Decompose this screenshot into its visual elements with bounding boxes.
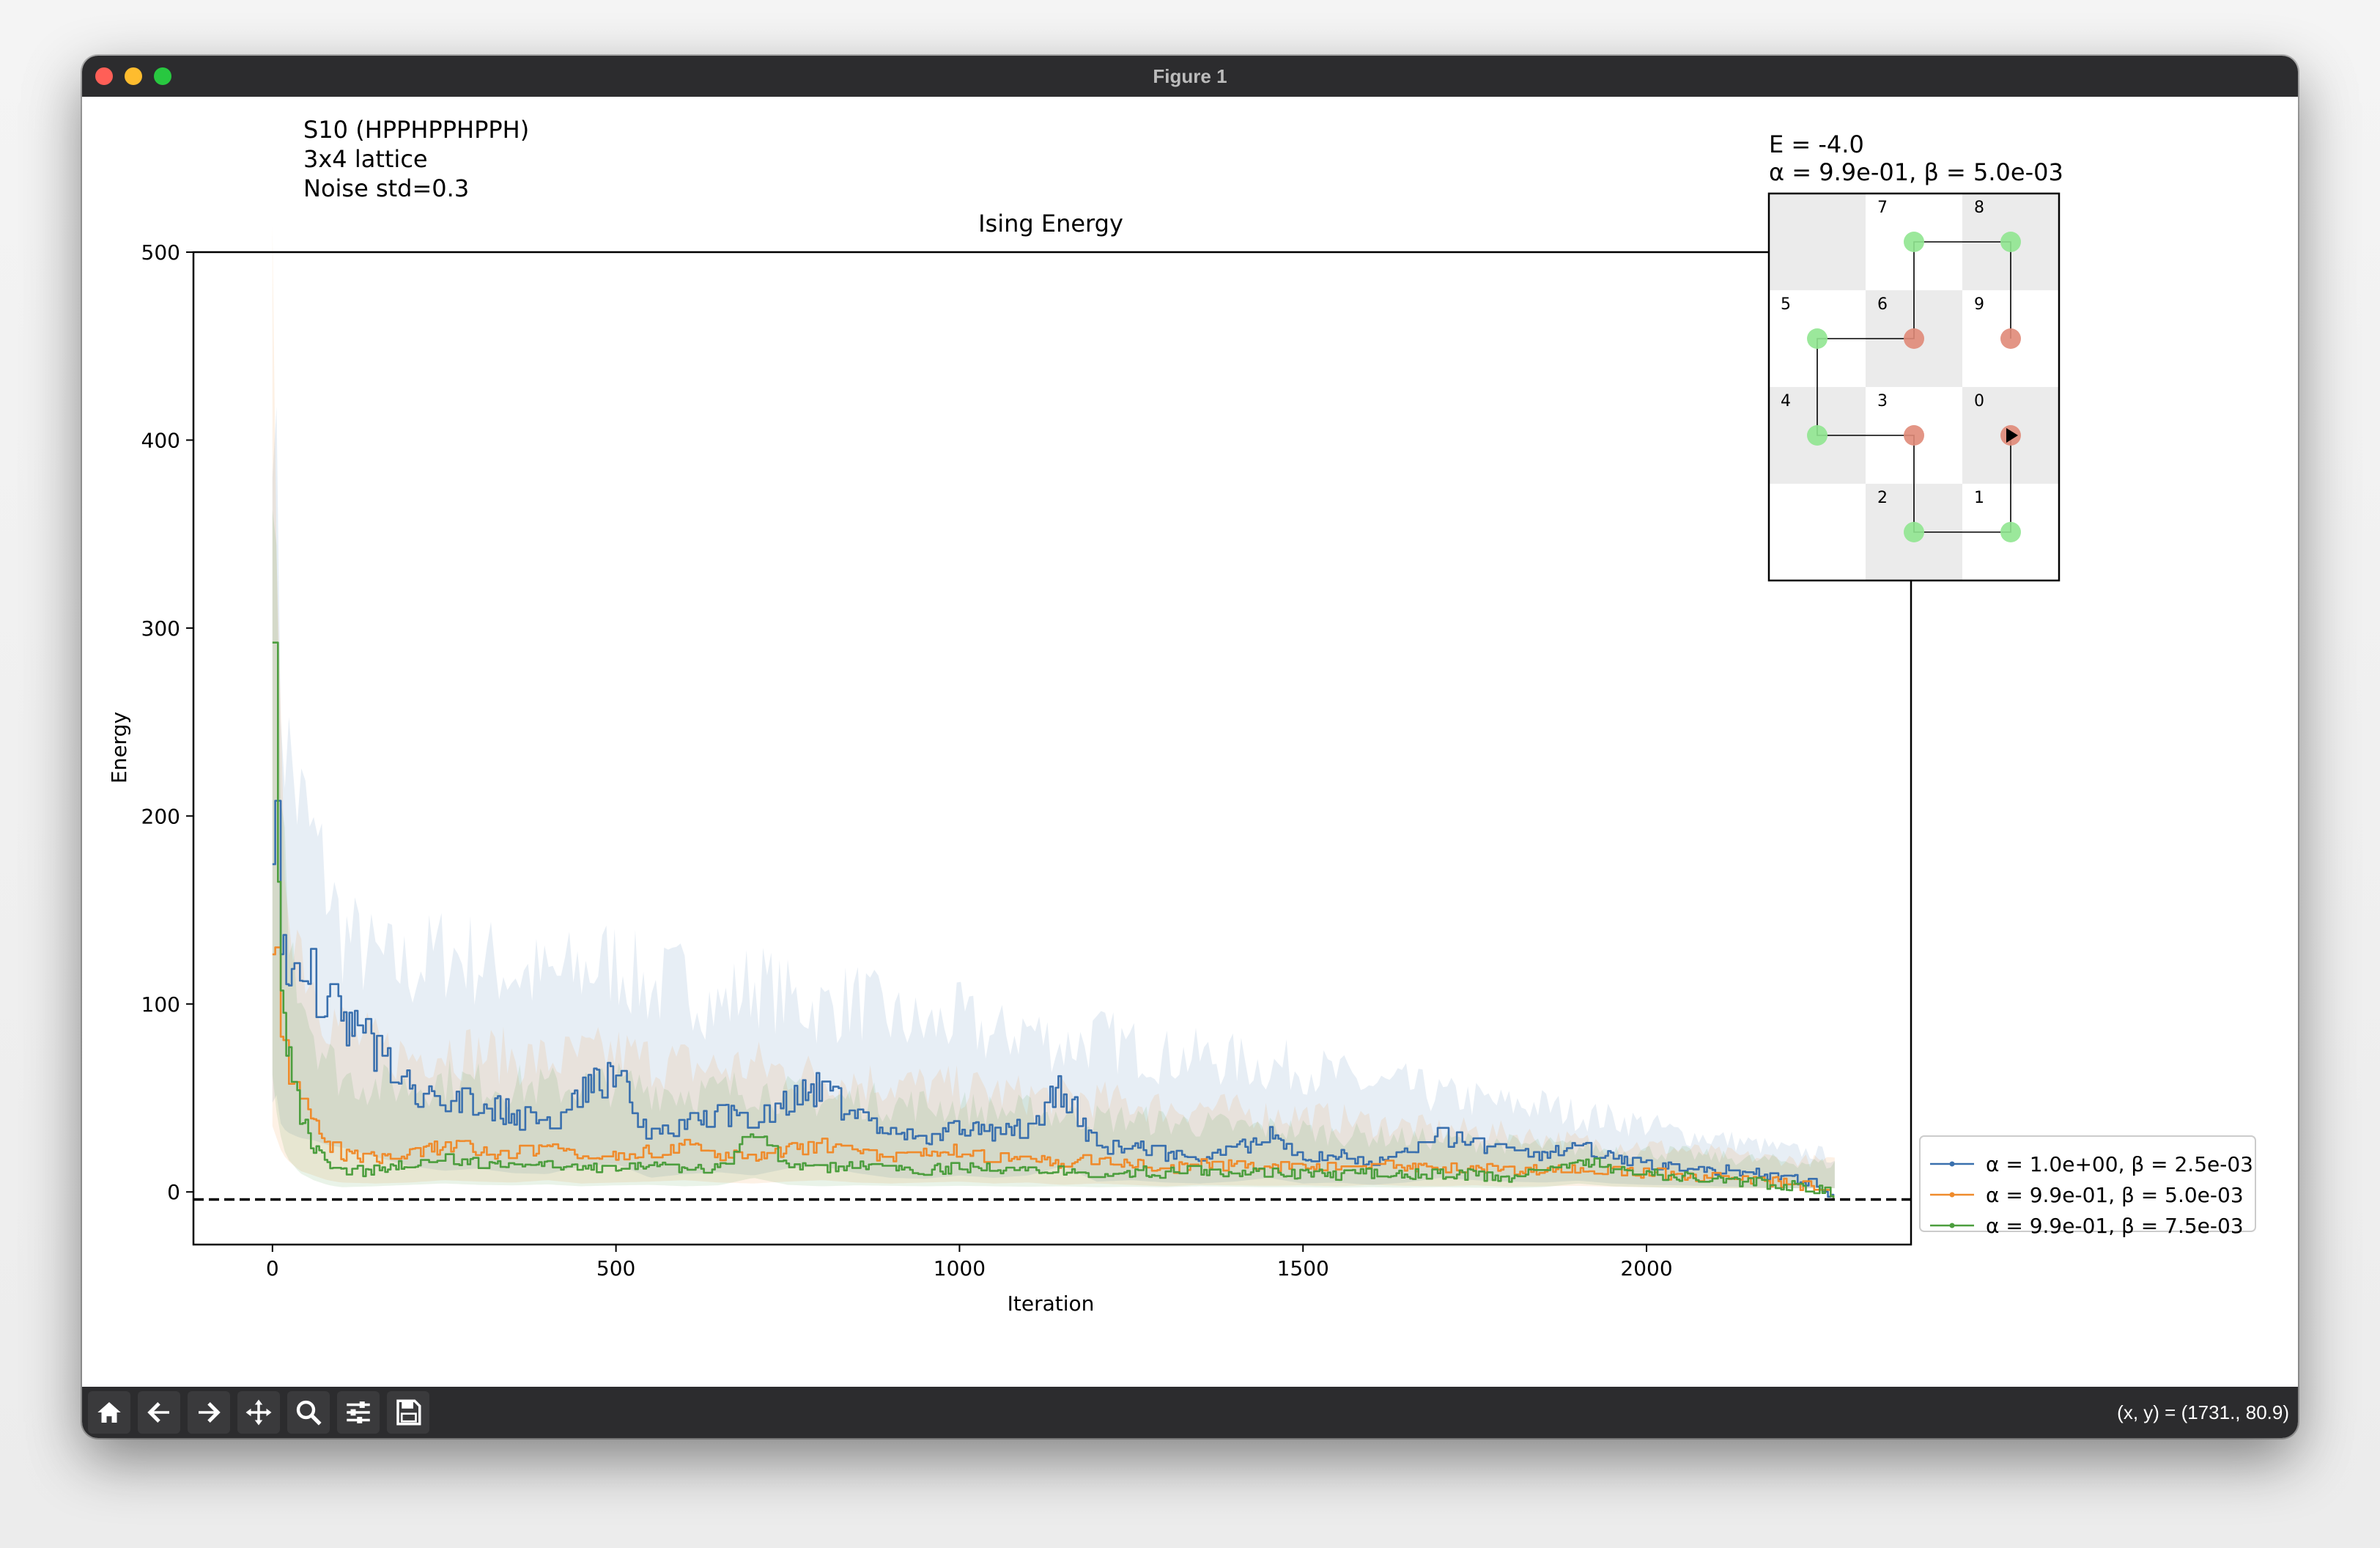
chain-path (1817, 241, 2011, 533)
y-axis-ticks: 0 100 200 300 400 500 (141, 240, 193, 1204)
x-axis-ticks: 0 500 1000 1500 2000 (266, 1245, 1673, 1280)
inset-title-params: α = 9.9e-01, β = 5.0e-03 (1769, 158, 2063, 186)
lattice-cell (1769, 194, 1866, 290)
bead-7 (1904, 232, 1924, 252)
pan-button[interactable] (237, 1391, 280, 1434)
zoom-icon (296, 1400, 322, 1426)
legend-box (1919, 1135, 2256, 1232)
window-title: Figure 1 (1153, 65, 1227, 87)
back-icon (147, 1402, 169, 1423)
y-tick-label: 100 (141, 992, 180, 1017)
series-band-3 (272, 509, 1835, 1189)
bead-4 (1807, 425, 1828, 446)
legend-label: α = 9.9e-01, β = 5.0e-03 (1986, 1183, 2244, 1207)
legend-marker (1949, 1192, 1955, 1198)
lattice-frame (1767, 192, 2061, 582)
lattice-inset: 0 1 2 3 4 5 6 7 8 9 (1767, 192, 2061, 582)
save-button[interactable] (387, 1391, 429, 1434)
site-label: 5 (1781, 295, 1791, 314)
back-button[interactable] (138, 1391, 180, 1434)
site-label: 9 (1974, 295, 1984, 314)
y-axis-label: Energy (107, 712, 131, 784)
legend: α = 1.0e+00, β = 2.5e-03 α = 9.9e-01, β =… (1919, 1135, 2256, 1238)
site-label: 4 (1781, 392, 1791, 410)
site-label: 6 (1877, 295, 1888, 314)
bead-9 (2000, 328, 2021, 349)
x-tick-label: 500 (596, 1256, 635, 1280)
save-icon (396, 1399, 421, 1426)
site-label: 1 (1974, 489, 1984, 507)
series-band-1 (272, 407, 1835, 1189)
home-button[interactable] (88, 1391, 130, 1434)
x-tick-label: 1500 (1277, 1256, 1329, 1280)
y-tick-label: 300 (141, 616, 180, 641)
minimize-button[interactable] (125, 67, 142, 85)
chain-start-marker (2006, 428, 2018, 443)
site-label: 7 (1877, 199, 1888, 217)
close-button[interactable] (95, 67, 113, 85)
series-line-3 (272, 641, 1835, 1198)
legend-label: α = 1.0e+00, β = 2.5e-03 (1986, 1152, 2253, 1176)
cursor-coordinates: (x, y) = (1731., 80.9) (2117, 1401, 2289, 1423)
bead-6 (1904, 328, 1924, 349)
plot-frame (192, 251, 1912, 1246)
home-icon (97, 1402, 121, 1423)
x-tick-label: 0 (266, 1256, 279, 1280)
y-tick-label: 0 (167, 1180, 180, 1204)
figure-canvas: S10 (HPPHPPHPPH) 3x4 lattice Noise std=0… (82, 97, 2298, 1387)
legend-marker (1949, 1223, 1955, 1228)
title-bar: Figure 1 (82, 56, 2298, 98)
configure-subplots-button[interactable] (337, 1391, 380, 1434)
legend-label: α = 9.9e-01, β = 7.5e-03 (1986, 1214, 2244, 1238)
figure-window: Figure 1 S10 (HPPHPPHPPH) 3x4 lattice No… (82, 56, 2298, 1438)
configure-icon (347, 1401, 370, 1423)
bead-5 (1807, 328, 1828, 349)
y-tick-label: 500 (141, 240, 180, 265)
bead-8 (2000, 232, 2021, 252)
series-lines (272, 641, 1835, 1198)
zoom-window-button[interactable] (154, 67, 171, 85)
site-label: 3 (1877, 392, 1888, 410)
info-line-1: S10 (HPPHPPHPPH) (303, 116, 529, 144)
x-tick-label: 1000 (934, 1256, 986, 1280)
series-line-2 (272, 946, 1835, 1198)
pan-icon (245, 1399, 272, 1426)
y-tick-label: 400 (141, 428, 180, 452)
site-label: 8 (1974, 199, 1984, 217)
bead-3 (1904, 425, 1924, 446)
series-line-1 (272, 800, 1835, 1198)
navigation-toolbar: (x, y) = (1731., 80.9) (82, 1387, 2298, 1438)
chart-title: Ising Energy (978, 210, 1123, 237)
figure-svg: S10 (HPPHPPHPPH) 3x4 lattice Noise std=0… (107, 116, 2256, 1316)
inset-title-energy: E = -4.0 (1769, 130, 1864, 158)
info-line-3: Noise std=0.3 (303, 174, 469, 202)
zoom-button[interactable] (287, 1391, 330, 1434)
x-axis-label: Iteration (1008, 1291, 1095, 1316)
info-line-2: 3x4 lattice (303, 145, 428, 173)
energy-plot: 0 500 1000 1500 2000 0 100 200 300 400 500 (141, 226, 1912, 1280)
site-label: 0 (1974, 392, 1984, 410)
x-tick-label: 2000 (1620, 1256, 1672, 1280)
site-label: 2 (1877, 489, 1888, 507)
lattice-cell (1769, 484, 1866, 580)
forward-button[interactable] (188, 1391, 230, 1434)
bead-2 (1904, 522, 1924, 542)
plot-background (193, 252, 1911, 1245)
forward-icon (199, 1402, 221, 1423)
bead-1 (2000, 522, 2021, 542)
y-tick-label: 200 (141, 804, 180, 828)
legend-marker (1949, 1161, 1955, 1167)
